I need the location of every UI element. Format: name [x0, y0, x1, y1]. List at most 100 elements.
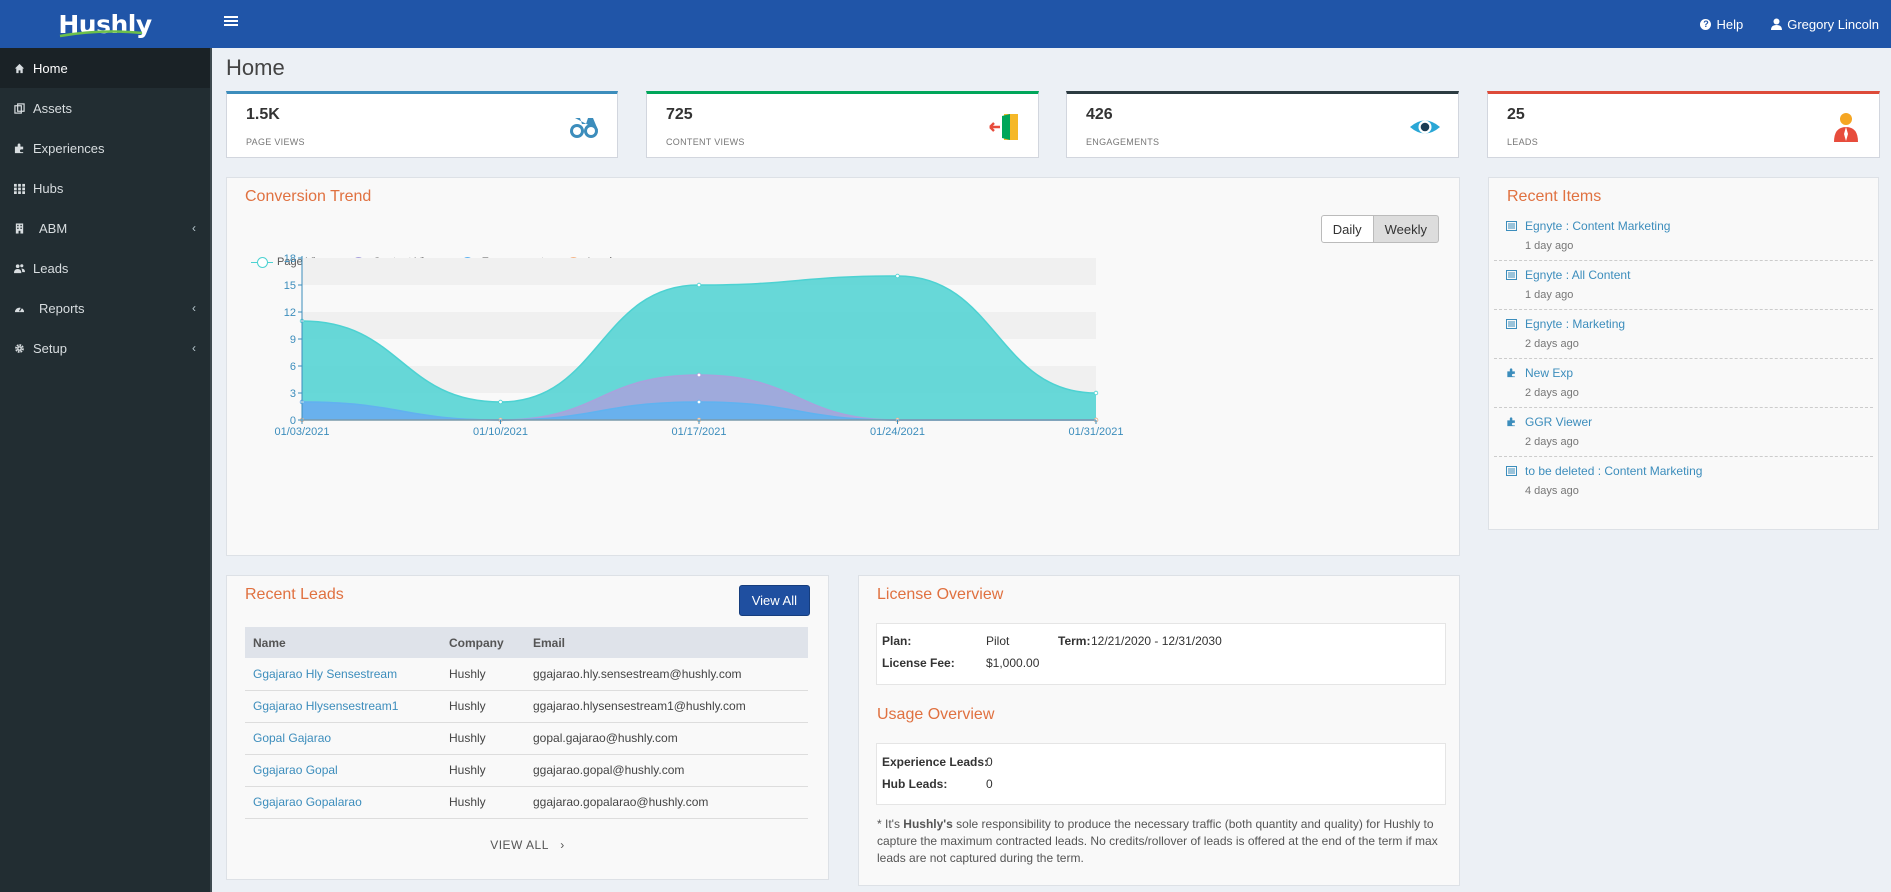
usage-title: Usage Overview [877, 706, 995, 723]
lead-company: Hushly [441, 658, 525, 691]
lead-name-link[interactable]: Ggajarao Gopal [245, 754, 441, 787]
stat-leads: 25 LEADS [1487, 91, 1880, 158]
lead-email: ggajarao.gopal@hushly.com [525, 754, 808, 787]
hub-leads-label: Hub Leads: [882, 777, 948, 791]
recent-item-link[interactable]: New Exp [1525, 366, 1574, 380]
sidebar-item-label: Assets [33, 100, 73, 116]
y-tick-label: 6 [290, 361, 296, 373]
column-header-company[interactable]: Company [441, 627, 525, 658]
plan-value: Pilot [986, 634, 1010, 648]
sidebar-item-abm[interactable]: ABM ‹ [0, 208, 210, 248]
sidebar-item-setup[interactable]: Setup ‹ [0, 328, 210, 368]
list-item: to be deleted : Content Marketing 4 days… [1494, 457, 1873, 506]
lead-company: Hushly [441, 786, 525, 819]
stat-page-views: 1.5K PAGE VIEWS [226, 91, 618, 158]
sidebar-item-assets[interactable]: Assets [0, 88, 210, 128]
puzzle-icon [14, 142, 24, 153]
daily-button[interactable]: Daily [1320, 215, 1374, 243]
stat-label: CONTENT VIEWS [666, 137, 745, 147]
area-content-views [302, 375, 1096, 420]
hub-leads-value: 0 [986, 777, 993, 791]
weekly-button[interactable]: Weekly [1373, 215, 1439, 243]
y-tick-label: 12 [284, 307, 296, 319]
sidebar-item-label: Experiences [33, 140, 105, 156]
chevron-left-icon: ‹ [192, 221, 196, 235]
gear-icon [15, 343, 24, 353]
recent-item-link[interactable]: to be deleted : Content Marketing [1525, 464, 1703, 478]
logo[interactable]: Hushly [0, 0, 210, 48]
list-item: GGR Viewer 2 days ago [1494, 408, 1873, 457]
grid-icon [14, 183, 25, 194]
sidebar-divider [210, 48, 212, 892]
list-icon [1506, 221, 1517, 231]
recent-item-time: 4 days ago [1525, 485, 1579, 497]
area-page-views [302, 276, 1096, 420]
recent-item-link[interactable]: Egnyte : All Content [1525, 268, 1631, 282]
sidebar-item-leads[interactable]: Leads [0, 248, 210, 288]
stat-value: 1.5K [246, 106, 280, 123]
lead-name-link[interactable]: Ggajarao Hly Sensestream [245, 658, 441, 691]
y-tick-label: 3 [290, 388, 296, 400]
sidebar-item-home[interactable]: Home [0, 48, 210, 88]
table-row: Gopal Gajarao Hushly gopal.gajarao@hushl… [245, 722, 808, 755]
list-item: Egnyte : All Content 1 day ago [1494, 261, 1873, 310]
view-all-button[interactable]: View All [738, 585, 810, 616]
table-header-row: Name Company Email [245, 627, 808, 658]
lead-email: ggajarao.hly.sensestream@hushly.com [525, 658, 808, 691]
period-toggle: Daily Weekly [1320, 215, 1439, 243]
list-item: Egnyte : Marketing 2 days ago [1494, 310, 1873, 359]
conversion-chart: 0 3 6 9 12 15 18 01/03/2021 01/10/2021 01/17/2021… [274, 253, 1123, 438]
recent-item-link[interactable]: Egnyte : Marketing [1525, 317, 1626, 331]
recent-item-link[interactable]: Egnyte : Content Marketing [1525, 219, 1671, 233]
data-point-page-views [895, 273, 900, 279]
user-icon [1771, 18, 1783, 30]
stat-label: LEADS [1507, 137, 1539, 147]
y-tick-label: 18 [284, 253, 296, 265]
user-name: Gregory Lincoln [1787, 16, 1879, 32]
panel-title: License Overview [877, 586, 1004, 603]
usage-details: Experience Leads: 0 Hub Leads: 0 [876, 743, 1446, 805]
lead-email: gopal.gajarao@hushly.com [525, 722, 808, 755]
question-icon: ? [1700, 18, 1712, 30]
lead-name-link[interactable]: Ggajarao Hlysensestream1 [245, 690, 441, 723]
recent-item-time: 2 days ago [1525, 436, 1579, 448]
chevron-right-icon: › [560, 838, 565, 852]
y-tick-label: 15 [284, 280, 296, 292]
stat-engagements: 426 ENGAGEMENTS [1066, 91, 1459, 158]
area-engagements [302, 402, 1096, 420]
panel-title: Recent Items [1507, 188, 1602, 205]
term-value: 12/21/2020 - 12/31/2030 [1091, 634, 1222, 648]
users-icon [14, 263, 25, 273]
help-link[interactable]: ? Help [1700, 17, 1743, 32]
recent-item-time: 2 days ago [1525, 387, 1579, 399]
page-title: Home [226, 55, 285, 80]
lead-name-link[interactable]: Gopal Gajarao [245, 722, 441, 755]
fee-value: $1,000.00 [986, 656, 1040, 670]
sidebar-item-label: Hubs [33, 180, 64, 196]
lead-name-link[interactable]: Ggajarao Gopalarao [245, 786, 441, 819]
usage-note: * It's Hushly's sole responsibility to p… [877, 817, 1438, 865]
plan-label: Plan: [882, 634, 912, 648]
view-all-link-label: VIEW ALL [490, 838, 549, 852]
menu-toggle-icon[interactable] [224, 14, 238, 30]
sidebar-item-experiences[interactable]: Experiences [0, 128, 210, 168]
panel-title: Conversion Trend [245, 188, 372, 205]
list-item: Egnyte : Content Marketing 1 day ago [1494, 212, 1873, 261]
license-details: Plan: Pilot Term: 12/21/2020 - 12/31/203… [876, 623, 1446, 685]
y-tick-label: 9 [290, 334, 296, 346]
door-icon [989, 114, 1018, 140]
column-header-name[interactable]: Name [245, 627, 441, 658]
help-label: Help [1716, 16, 1744, 32]
recent-items-panel: Recent Items Egnyte : Content Marketing … [1488, 177, 1879, 530]
view-all-link[interactable]: VIEW ALL › [227, 838, 828, 852]
recent-item-link[interactable]: GGR Viewer [1525, 415, 1593, 429]
list-item: New Exp 2 days ago [1494, 359, 1873, 408]
sidebar-item-hubs[interactable]: Hubs [0, 168, 210, 208]
stat-value: 725 [666, 106, 693, 123]
puzzle-icon [1507, 368, 1515, 378]
home-icon [14, 63, 25, 73]
column-header-email[interactable]: Email [525, 627, 808, 658]
sidebar-item-reports[interactable]: Reports ‹ [0, 288, 210, 328]
assets-icon [14, 102, 25, 114]
user-menu[interactable]: Gregory Lincoln [1771, 17, 1879, 32]
